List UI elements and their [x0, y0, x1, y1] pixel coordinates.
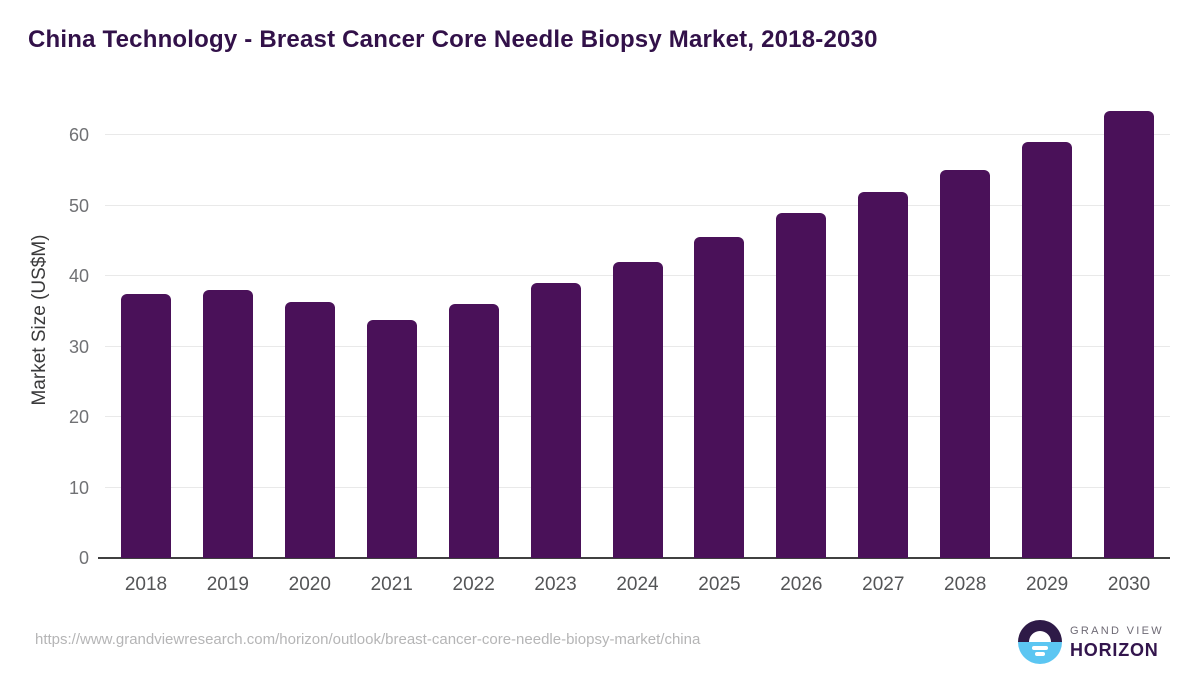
- bar-2028: [940, 170, 991, 558]
- logo-text: GRAND VIEW HORIZON: [1070, 625, 1164, 661]
- x-tick-label-2028: 2028: [944, 574, 987, 595]
- wave-icon: [1035, 652, 1045, 656]
- bar-2024: [612, 262, 663, 558]
- x-tick-label-2024: 2024: [616, 574, 659, 595]
- y-tick-label-30: 30: [68, 336, 89, 357]
- x-tick-label-2018: 2018: [124, 574, 168, 595]
- y-tick-label-10: 10: [68, 477, 89, 498]
- bar-2020: [284, 302, 335, 558]
- gridline-60: [105, 134, 1170, 136]
- x-tick-label-2027: 2027: [862, 574, 905, 595]
- plot-area: 0 10 20 30 40 50 60 2018 2019 2020 2021 2022 2023 202…: [69, 100, 1170, 595]
- grandview-horizon-logo: GRAND VIEW HORIZON: [1018, 620, 1178, 666]
- x-tick-label-2029: 2029: [1025, 574, 1069, 595]
- horizon-sunrise-icon: [1018, 620, 1062, 664]
- y-tick-label-60: 60: [68, 125, 89, 146]
- bar-2030: [1104, 110, 1155, 558]
- y-tick-label-20: 20: [68, 407, 89, 428]
- x-tick-label-2026: 2026: [780, 574, 823, 595]
- x-tick-label-2025: 2025: [698, 574, 741, 595]
- chart-title: China Technology - Breast Cancer Core Ne…: [28, 26, 878, 53]
- logo-line2: HORIZON: [1070, 640, 1159, 660]
- x-tick-label-2023: 2023: [534, 574, 577, 595]
- source-url: https://www.grandviewresearch.com/horizo…: [35, 631, 701, 648]
- bar-2025: [694, 237, 745, 558]
- sun-icon: [1029, 631, 1051, 642]
- bar-2026: [776, 212, 827, 558]
- logo-line1: GRAND VIEW: [1070, 625, 1164, 637]
- bar-2018: [120, 293, 171, 558]
- x-tick-label-2021: 2021: [370, 574, 413, 595]
- gridline-50: [105, 204, 1170, 206]
- x-tick-label-2030: 2030: [1107, 574, 1151, 595]
- y-tick-label-0: 0: [78, 548, 89, 568]
- x-axis-line: [98, 557, 1170, 559]
- bar-2021: [366, 319, 417, 558]
- x-tick-label-2022: 2022: [452, 574, 495, 595]
- bar-2027: [858, 191, 909, 558]
- y-tick-label-50: 50: [68, 195, 89, 216]
- bar-2023: [530, 283, 581, 558]
- wave-icon: [1032, 646, 1048, 650]
- x-tick-label-2019: 2019: [206, 574, 250, 595]
- bar-2022: [448, 304, 499, 558]
- x-tick-label-2020: 2020: [288, 574, 331, 595]
- y-axis-title: Market Size (US$M): [29, 234, 50, 406]
- bar-2019: [202, 290, 253, 558]
- y-tick-label-40: 40: [68, 266, 89, 287]
- bar-2029: [1022, 142, 1073, 558]
